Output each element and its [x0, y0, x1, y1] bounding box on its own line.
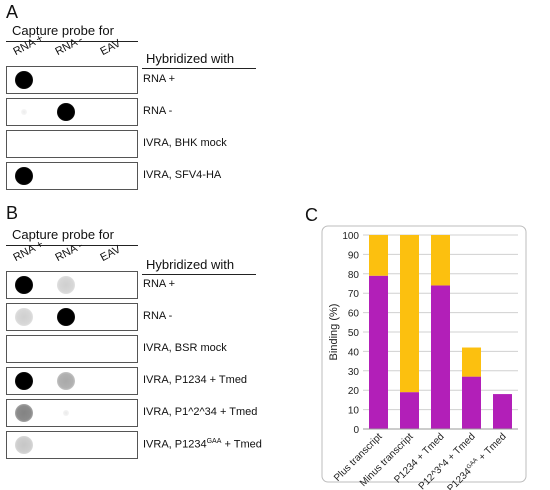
panel-b-membrane-strip — [6, 399, 138, 427]
y-tick-label: 50 — [348, 328, 360, 339]
panel-b-letter: B — [6, 203, 19, 223]
panel-a-row-label: IVRA, SFV4-HA — [143, 169, 222, 181]
bar-segment-lower — [431, 285, 450, 429]
panel-b-row-label: RNA - — [143, 310, 173, 322]
panel-a-membrane-strip — [6, 66, 138, 94]
panel-b-row-label: IVRA, BSR mock — [143, 342, 227, 354]
panel-b-dot-signal — [62, 409, 70, 417]
panel-a-row-label: IVRA, BHK mock — [143, 137, 227, 149]
bar-segment-upper — [431, 235, 450, 286]
panel-a-capture-title: Capture probe for — [12, 23, 114, 38]
y-tick-label: 10 — [348, 406, 360, 417]
bar-segment-lower — [369, 275, 388, 429]
panel-b-hyb-line — [142, 274, 256, 275]
y-tick-label: 100 — [342, 231, 359, 242]
panel-c-letter: C — [305, 205, 318, 225]
panel-a-dot-signal — [57, 103, 75, 121]
panel-b-hyb-title: Hybridized with — [146, 257, 235, 272]
bar-segment-lower — [462, 376, 481, 429]
panel-a-membrane-strip — [6, 162, 138, 190]
panel-b-row-label: RNA + — [143, 278, 176, 290]
y-tick-label: 20 — [348, 386, 360, 397]
y-tick-label: 0 — [353, 425, 359, 436]
y-tick-label: 70 — [348, 289, 360, 300]
panel-b-dot-signal — [15, 404, 33, 422]
panel-b-membrane-strip — [6, 335, 138, 363]
panel-b-dot-signal — [15, 372, 33, 390]
y-tick-label: 80 — [348, 270, 360, 281]
panel-b-dot-signal — [57, 308, 75, 326]
panel-b-row-label: IVRA, P1234 + Tmed — [143, 374, 248, 386]
panel-a-dot-signal — [15, 167, 33, 185]
panel-b-membrane-strip — [6, 367, 138, 395]
panel-a-hyb-line — [142, 68, 256, 69]
y-tick-label: 30 — [348, 367, 360, 378]
panel-b-dot-signal — [15, 308, 33, 326]
y-axis-label: Binding (%) — [328, 304, 340, 361]
panel-b-row-label: IVRA, P1234GAA + Tmed — [143, 438, 262, 451]
panel-a-capture-line — [6, 41, 138, 42]
bar-segment-upper — [369, 235, 388, 276]
panel-b-capture-line — [6, 245, 138, 246]
y-tick-label: 40 — [348, 347, 360, 358]
y-tick-label: 90 — [348, 250, 360, 261]
x-tick-label: P12^3^4 + Tmed — [417, 431, 478, 490]
panel-a-row-label: RNA + — [143, 73, 176, 85]
panel-b-dot-signal — [57, 372, 75, 390]
panel-b-dot-signal — [15, 276, 33, 294]
panel-a-membrane-strip — [6, 98, 138, 126]
panel-b-capture-title: Capture probe for — [12, 227, 114, 242]
panel-a-hyb-title: Hybridized with — [146, 51, 235, 66]
y-tick-label: 60 — [348, 309, 360, 320]
panel-b-row-label: IVRA, P1^2^34 + Tmed — [143, 406, 258, 418]
panel-b-dot-signal — [15, 436, 33, 454]
bar-segment-upper — [462, 347, 481, 377]
panel-a-dot-signal — [20, 108, 28, 116]
panel-b-membrane-strip — [6, 271, 138, 299]
panel-b-membrane-strip — [6, 303, 138, 331]
panel-a-membrane-strip — [6, 130, 138, 158]
x-tick-label: Minus transcript — [358, 431, 416, 489]
bar-segment-lower — [493, 394, 512, 429]
panel-a-letter: A — [6, 2, 19, 22]
panel-a-dot-signal — [15, 71, 33, 89]
panel-b-membrane-strip — [6, 431, 138, 459]
panel-b-dot-signal — [57, 276, 75, 294]
chart-frame — [321, 225, 527, 483]
panel-a-row-label: RNA - — [143, 105, 173, 117]
bar-segment-lower — [400, 392, 419, 429]
bar-segment-upper — [400, 235, 419, 393]
